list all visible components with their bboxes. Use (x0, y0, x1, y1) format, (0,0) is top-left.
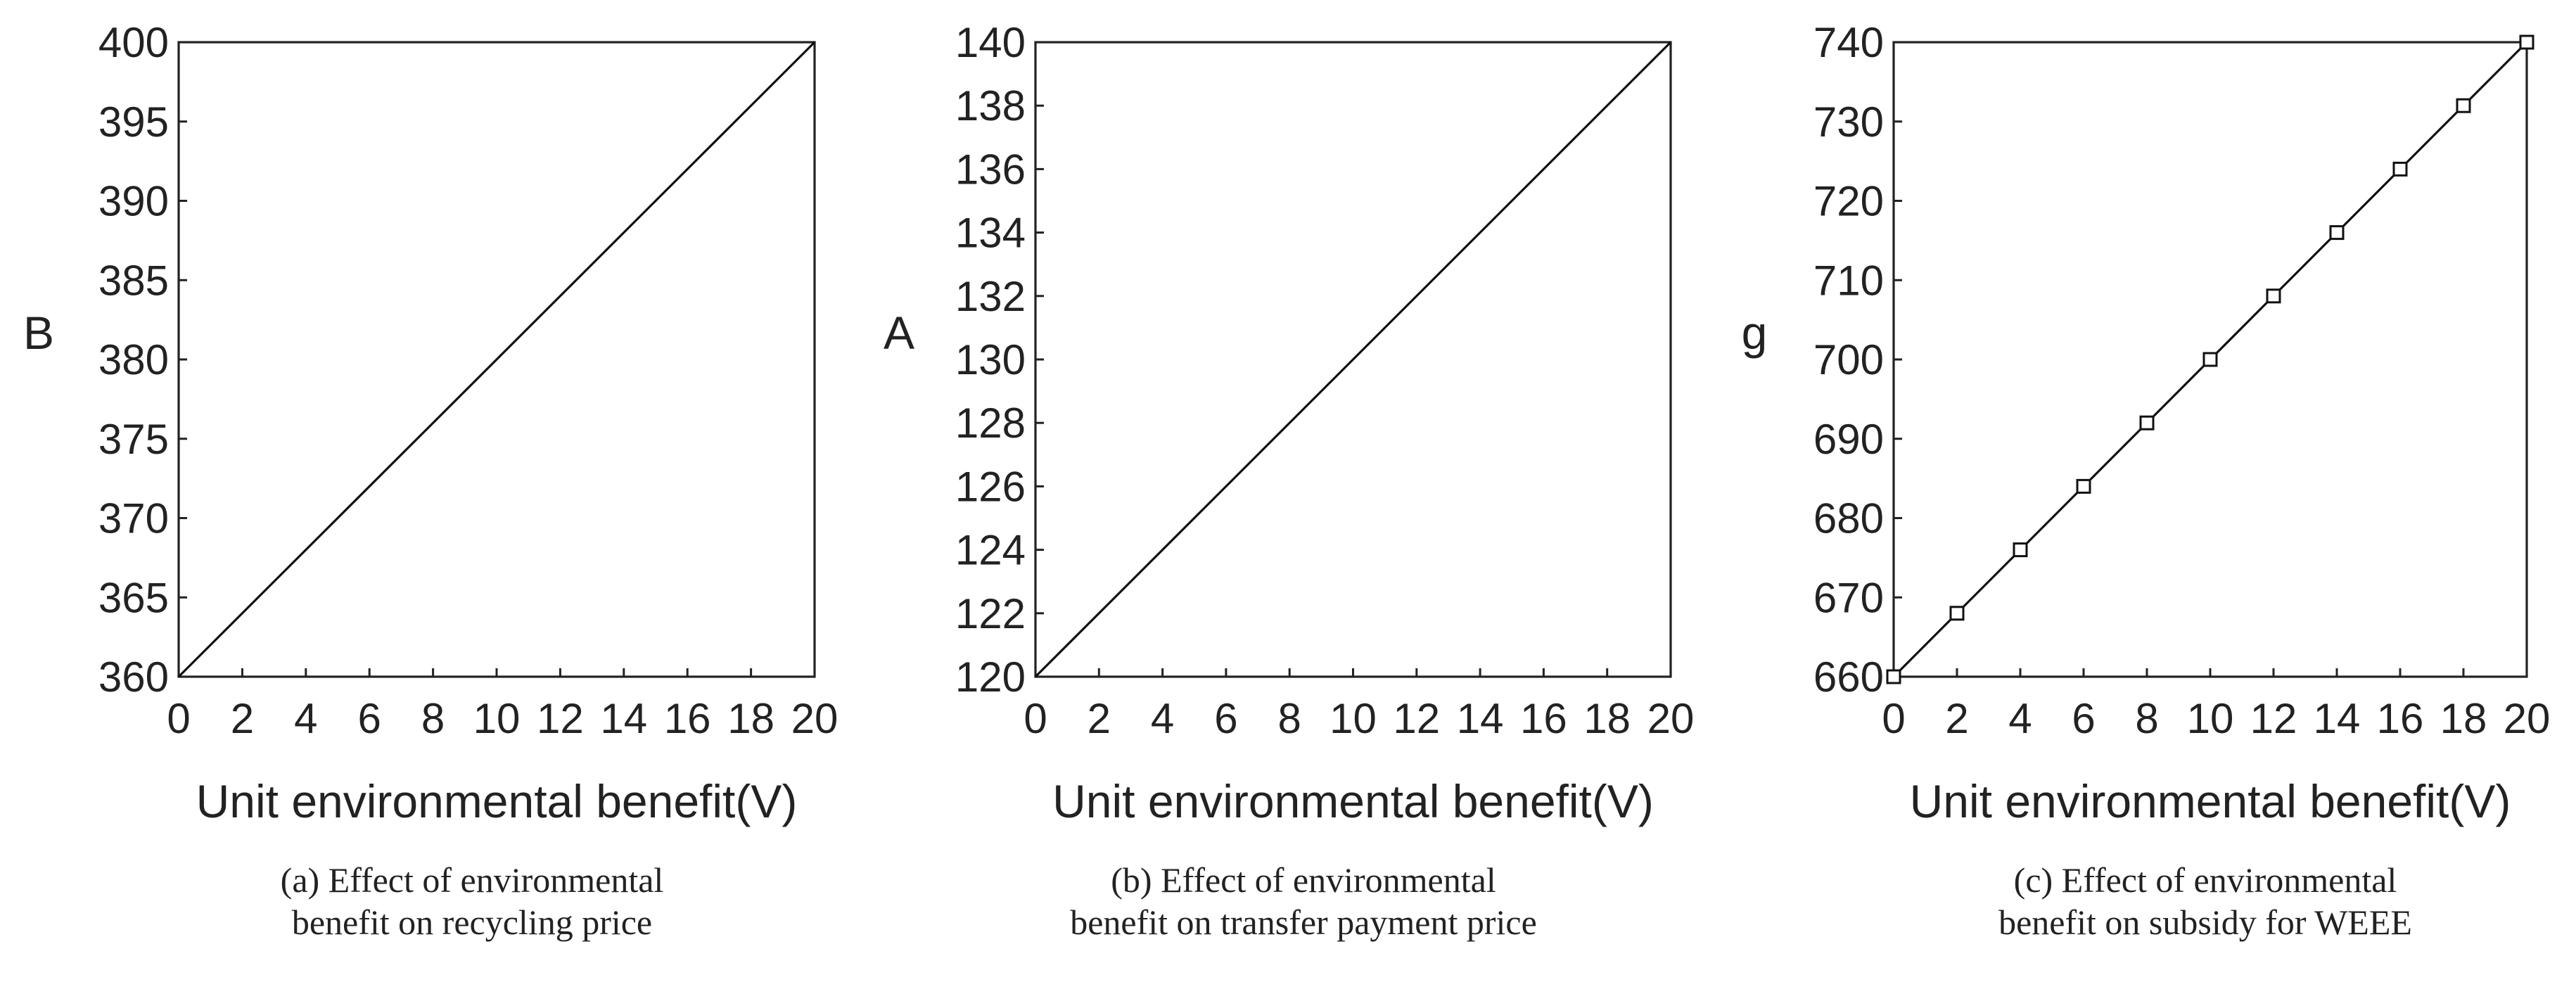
y-tick-label: 380 (98, 336, 169, 383)
y-tick-label: 690 (1813, 416, 1884, 463)
x-tick-label: 14 (2314, 695, 2361, 742)
x-axis-label: Unit environmental benefit(V) (196, 775, 798, 827)
x-tick-label: 6 (2072, 695, 2095, 742)
data-point-marker (2392, 161, 2408, 177)
caption-c-line-2: benefit on subsidy for WEEE (1998, 903, 2412, 942)
y-tick-label: 120 (955, 653, 1026, 701)
x-tick-label: 4 (1151, 695, 1174, 742)
x-tick-label: 10 (1330, 695, 1377, 742)
y-tick-label: 134 (955, 210, 1026, 257)
caption-a-line-2: benefit on recycling price (292, 903, 652, 942)
y-tick-label: 122 (955, 590, 1026, 637)
y-tick-label: 400 (98, 19, 169, 66)
x-tick-label: 8 (421, 695, 445, 742)
x-tick-label: 0 (1882, 695, 1905, 742)
y-tick-label: 395 (98, 98, 169, 146)
x-tick-label: 0 (167, 695, 190, 742)
x-tick-label: 4 (2008, 695, 2032, 742)
x-tick-label: 2 (231, 695, 254, 742)
y-tick-label: 670 (1813, 574, 1884, 621)
x-tick-label: 12 (1393, 695, 1440, 742)
y-tick-label: 375 (98, 416, 169, 463)
caption-a-line-1: (a) Effect of environmental (281, 860, 664, 900)
x-tick-label: 12 (2250, 695, 2297, 742)
x-tick-label: 20 (1647, 695, 1695, 742)
series-line (177, 41, 816, 678)
y-tick-label: 370 (98, 495, 169, 542)
caption-b-line-2: benefit on transfer payment price (1070, 903, 1537, 942)
y-tick-label: 660 (1813, 653, 1884, 701)
y-tick-label: 740 (1813, 19, 1884, 66)
chart-panel-b: 0 2 4 6 8 10 12 14 16 18 20 140 138 136 134 132 130 128 12… (884, 19, 1694, 942)
x-tick-label: 20 (791, 695, 839, 742)
caption-b-line-1: (b) Effect of environmental (1111, 860, 1496, 900)
x-tick-label: 14 (1457, 695, 1504, 742)
x-tick-label: 10 (473, 695, 521, 742)
y-tick-label: 126 (955, 463, 1026, 510)
x-tick-label: 14 (600, 695, 647, 742)
chart-panel-c: 0 2 4 6 8 10 12 14 16 18 20 740 730 720 710 700 690 680 67… (1742, 19, 2551, 942)
y-tick-label: 720 (1813, 178, 1884, 225)
data-point-marker (2139, 415, 2155, 431)
y-tick-label: 136 (955, 146, 1026, 193)
x-tick-label: 4 (294, 695, 317, 742)
data-point-marker (1949, 606, 1965, 621)
y-tick-label: 138 (955, 82, 1026, 129)
x-axis-label: Unit environmental benefit(V) (1910, 775, 2511, 827)
data-point-marker (2076, 478, 2091, 494)
x-tick-label: 18 (727, 695, 774, 742)
y-tick-label: 130 (955, 336, 1026, 383)
x-tick-label: 20 (2504, 695, 2551, 742)
x-tick-label: 12 (537, 695, 584, 742)
x-tick-label: 8 (1278, 695, 1301, 742)
x-tick-label: 10 (2187, 695, 2234, 742)
y-axis-label: A (884, 307, 914, 359)
data-point-marker (2202, 352, 2218, 367)
x-tick-label: 16 (2377, 695, 2424, 742)
x-tick-label: 6 (1214, 695, 1237, 742)
y-axis-label: g (1742, 307, 1768, 359)
y-axis-label: B (23, 307, 54, 359)
data-point-marker (2266, 288, 2281, 304)
x-tick-label: 8 (2135, 695, 2158, 742)
y-tick-label: 132 (955, 273, 1026, 320)
x-tick-label: 16 (664, 695, 711, 742)
x-tick-label: 18 (2440, 695, 2487, 742)
x-tick-label: 2 (1945, 695, 1968, 742)
x-tick-label: 0 (1024, 695, 1047, 742)
caption-c-line-1: (c) Effect of environmental (2014, 860, 2397, 900)
data-point-marker (2456, 98, 2471, 113)
y-tick-label: 730 (1813, 98, 1884, 146)
series-line (1034, 41, 1672, 678)
chart-panel-a: 0 2 4 6 8 10 12 14 16 18 20 400 395 390 385 380 375 370 36… (23, 19, 838, 942)
data-point-marker (1886, 669, 1901, 684)
y-tick-label: 385 (98, 257, 169, 304)
x-tick-label: 16 (1520, 695, 1567, 742)
y-tick-label: 710 (1813, 257, 1884, 304)
y-tick-label: 124 (955, 527, 1026, 574)
y-tick-label: 140 (955, 19, 1026, 66)
y-tick-label: 365 (98, 574, 169, 621)
data-point-marker (2329, 225, 2345, 241)
y-tick-label: 700 (1813, 336, 1884, 383)
x-tick-label: 6 (358, 695, 381, 742)
y-tick-label: 680 (1813, 495, 1884, 542)
y-tick-label: 128 (955, 400, 1026, 447)
y-tick-label: 390 (98, 178, 169, 225)
x-axis-label: Unit environmental benefit(V) (1052, 775, 1654, 827)
x-tick-label: 2 (1088, 695, 1111, 742)
y-tick-label: 360 (98, 653, 169, 701)
x-tick-label: 18 (1583, 695, 1631, 742)
data-point-marker (2519, 34, 2534, 50)
data-point-marker (2013, 542, 2028, 558)
